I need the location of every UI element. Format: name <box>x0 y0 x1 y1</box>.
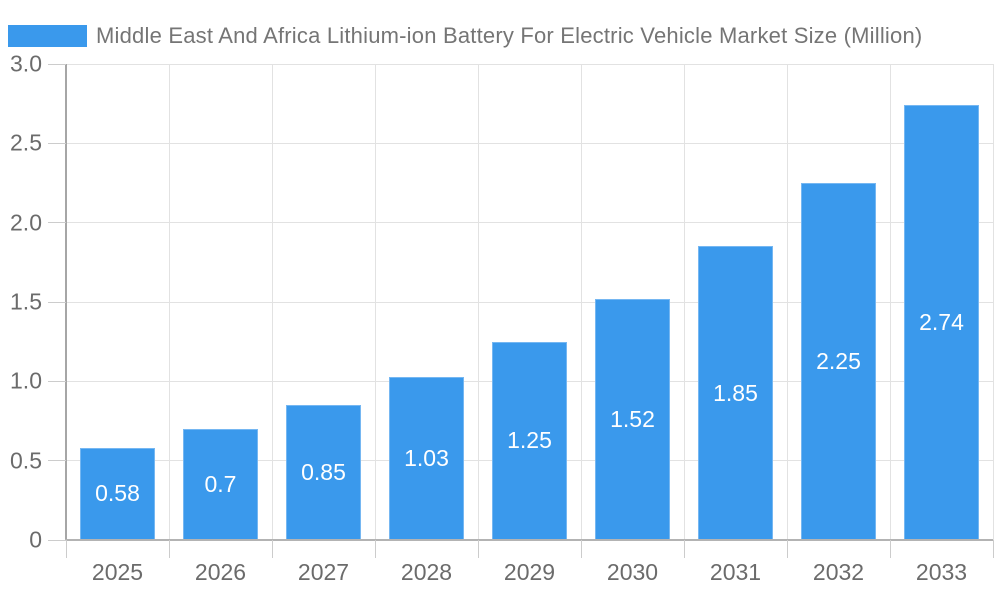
x-tick-label: 2032 <box>812 559 865 585</box>
chart-legend: Middle East And Africa Lithium-ion Batte… <box>8 22 922 50</box>
y-axis-line <box>65 64 67 540</box>
h-gridline <box>66 63 993 65</box>
bar: 0.58 <box>79 447 156 540</box>
bar: 0.85 <box>285 405 362 540</box>
h-gridline <box>66 222 993 224</box>
h-gridline <box>66 142 993 144</box>
y-tick <box>48 460 66 462</box>
bar: 1.25 <box>491 341 568 540</box>
bar: 1.85 <box>697 246 774 540</box>
x-tick <box>889 540 891 558</box>
h-gridline <box>66 301 993 303</box>
bar-value-label: 2.74 <box>919 309 964 336</box>
x-tick <box>786 540 788 558</box>
x-tick <box>580 540 582 558</box>
y-tick <box>48 63 66 65</box>
bar-value-label: 1.25 <box>507 427 552 454</box>
bar-value-label: 0.58 <box>95 480 140 507</box>
x-tick <box>168 540 170 558</box>
v-gridline <box>683 64 685 540</box>
bars-layer: 0.58 0.7 0.85 1.03 1.25 1.52 1.85 2.25 2.74 <box>66 64 993 540</box>
y-tick-label: 1.5 <box>10 288 42 315</box>
bar: 0.7 <box>182 428 259 540</box>
x-tick <box>65 540 67 558</box>
bar-value-label: 1.85 <box>713 379 758 406</box>
x-axis: 2025 2026 2027 2028 2029 2030 2031 2032 2033 <box>65 540 994 600</box>
y-tick-label: 0.5 <box>10 447 42 474</box>
plot-area: 0.58 0.7 0.85 1.03 1.25 1.52 1.85 2.25 2.74 <box>66 63 994 540</box>
x-tick <box>271 540 273 558</box>
bar-value-label: 0.85 <box>301 459 346 486</box>
bar: 2.74 <box>903 105 980 540</box>
x-axis-line <box>65 539 993 541</box>
bar-value-label: 1.52 <box>610 405 655 432</box>
v-gridline <box>992 64 994 540</box>
x-tick <box>374 540 376 558</box>
bar-value-label: 1.03 <box>404 444 449 471</box>
bar: 2.25 <box>800 183 877 540</box>
y-tick <box>48 539 66 541</box>
x-tick-label: 2030 <box>606 559 659 585</box>
bar: 1.03 <box>388 376 465 540</box>
x-tick <box>683 540 685 558</box>
x-tick-label: 2031 <box>709 559 762 585</box>
v-gridline <box>580 64 582 540</box>
v-gridline <box>168 64 170 540</box>
v-gridline <box>271 64 273 540</box>
y-tick-label: 1.0 <box>10 367 42 394</box>
bar-value-label: 2.25 <box>816 348 861 374</box>
v-gridline <box>786 64 788 540</box>
bar-value-label: 0.7 <box>204 470 237 497</box>
x-tick <box>477 540 479 558</box>
legend-swatch <box>8 25 87 47</box>
x-tick-label: 2026 <box>194 559 247 585</box>
y-tick-label: 2.5 <box>10 129 42 156</box>
v-gridline <box>374 64 376 540</box>
y-tick-label: 0 <box>29 526 42 553</box>
bar: 1.52 <box>594 298 671 540</box>
y-axis: 0 0.5 1.0 1.5 2.0 2.5 3.0 <box>0 52 66 551</box>
x-tick <box>992 540 994 558</box>
x-tick-label: 2033 <box>915 559 968 585</box>
x-tick-label: 2027 <box>297 559 350 585</box>
y-tick <box>48 301 66 303</box>
v-gridline <box>889 64 891 540</box>
y-tick <box>48 142 66 144</box>
y-tick-label: 3.0 <box>10 50 42 77</box>
x-tick-label: 2025 <box>91 559 144 585</box>
y-tick-label: 2.0 <box>10 209 42 236</box>
y-tick <box>48 380 66 382</box>
y-tick <box>48 222 66 224</box>
x-tick-label: 2028 <box>400 559 453 585</box>
chart-title: Middle East And Africa Lithium-ion Batte… <box>96 23 923 48</box>
x-tick-label: 2029 <box>503 559 556 585</box>
v-gridline <box>477 64 479 540</box>
